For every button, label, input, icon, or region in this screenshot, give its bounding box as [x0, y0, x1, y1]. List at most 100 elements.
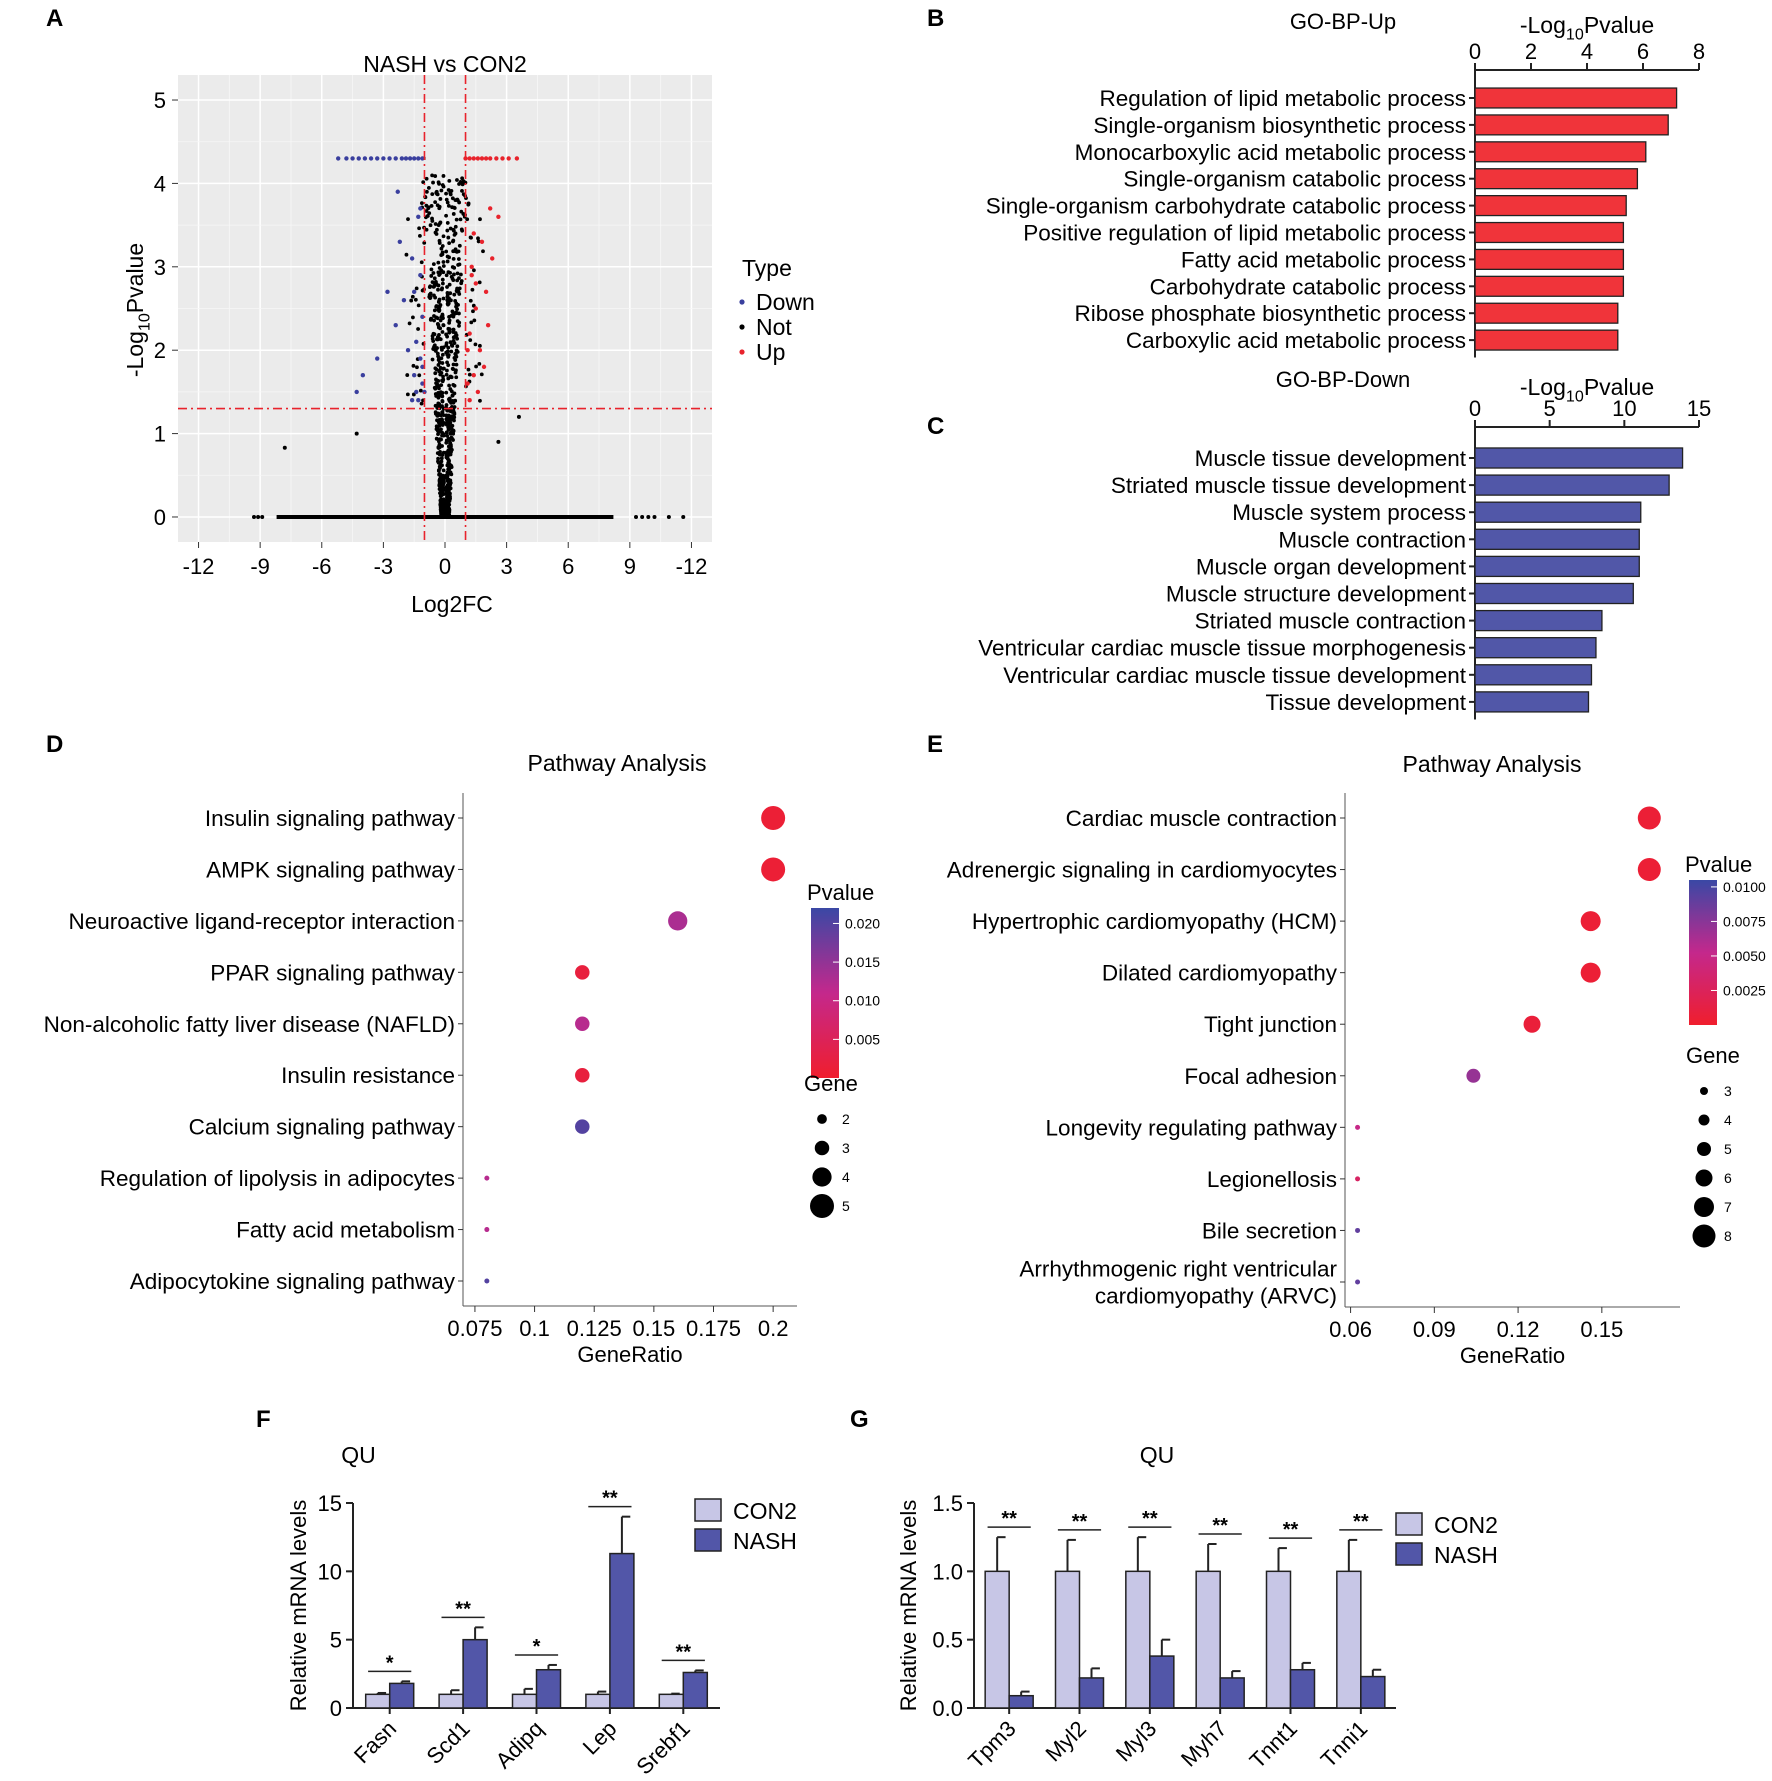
not-point — [433, 349, 438, 353]
not-point-zero — [574, 514, 579, 519]
tick-label-y: 2 — [154, 338, 166, 363]
not-point — [444, 332, 448, 337]
not-point — [418, 233, 422, 238]
bar — [535, 1668, 562, 1709]
not-point — [435, 351, 440, 356]
down-point — [418, 356, 423, 361]
dot — [575, 965, 590, 980]
not-point-zero — [597, 514, 602, 519]
down-point — [375, 356, 380, 361]
not-point — [447, 383, 451, 388]
size-legend-label: 3 — [842, 1140, 850, 1156]
tick-label-x: 2 — [1525, 39, 1537, 64]
not-point — [428, 317, 433, 322]
up-point — [496, 214, 501, 219]
not-point — [424, 209, 429, 213]
not-point — [439, 417, 444, 422]
category-label: Muscle system process — [1232, 500, 1466, 525]
not-point — [440, 277, 445, 282]
not-point — [470, 287, 475, 292]
down-point — [344, 156, 349, 161]
tick-label-x: 0.1 — [519, 1316, 550, 1341]
not-point — [446, 326, 451, 331]
not-point — [441, 468, 446, 473]
bar — [1474, 501, 1642, 523]
legend-marker — [739, 349, 745, 355]
not-point — [424, 176, 429, 181]
not-point — [438, 463, 443, 468]
up-point — [483, 156, 489, 161]
not-point — [432, 385, 437, 390]
significance-mark: ** — [1212, 1515, 1228, 1537]
not-point — [435, 316, 440, 321]
not-point — [434, 367, 439, 372]
bar — [1125, 1570, 1151, 1709]
not-point — [451, 428, 456, 433]
not-point — [435, 335, 440, 340]
x-axis-label-sub: 10 — [1566, 25, 1584, 43]
not-point — [438, 220, 443, 225]
x-axis-label-main: -Log — [1520, 374, 1566, 400]
not-point — [446, 477, 451, 482]
category-label: Fasn — [349, 1716, 401, 1768]
category-label: Single-organism catabolic process — [1123, 167, 1466, 192]
category-label: Carbohydrate catabolic process — [1150, 274, 1466, 299]
not-point — [452, 383, 457, 388]
significance-mark: ** — [602, 1488, 618, 1510]
up-point — [481, 364, 487, 370]
tick-label-x: -9 — [250, 554, 270, 579]
not-point — [434, 227, 439, 232]
tick-label-y: 5 — [330, 1628, 342, 1653]
category-label: Muscle organ development — [1196, 554, 1467, 579]
not-point — [471, 309, 475, 314]
x-axis-label-sub: 10 — [1566, 387, 1584, 405]
not-point — [436, 287, 440, 292]
category-label: Focal adhesion — [1184, 1064, 1337, 1089]
dot — [1580, 962, 1601, 983]
bar — [511, 1693, 538, 1709]
not-point — [449, 436, 454, 441]
tick-label-x: -3 — [374, 554, 394, 579]
down-point — [395, 189, 400, 194]
not-point — [419, 401, 424, 406]
not-point — [405, 392, 410, 397]
not-point — [410, 294, 415, 299]
pathway-dotplot-d: Pathway Analysis 0.075 0.1 0.125 0.15 0.175 0.… — [44, 750, 881, 1367]
dot — [1637, 858, 1661, 882]
tick-label-x: 0.175 — [686, 1316, 741, 1341]
down-point — [354, 389, 359, 395]
category-label: Muscle tissue development — [1195, 446, 1467, 471]
not-point — [440, 378, 444, 383]
not-point — [457, 323, 461, 328]
not-point-zero — [646, 514, 651, 519]
not-point — [417, 373, 422, 378]
not-point — [452, 391, 457, 396]
not-point — [437, 442, 442, 447]
tick-label-x: -12 — [183, 554, 215, 579]
not-point-zero — [531, 514, 536, 519]
not-point-zero — [340, 514, 345, 519]
category-label: cardiomyopathy (ARVC) — [1095, 1284, 1337, 1309]
significance-mark: * — [533, 1636, 541, 1658]
not-point — [458, 217, 463, 222]
bar — [462, 1638, 488, 1709]
category-label: Tight junction — [1204, 1012, 1337, 1037]
not-point — [445, 259, 450, 264]
bar — [1078, 1677, 1105, 1709]
not-point — [446, 499, 450, 504]
not-point — [453, 299, 458, 303]
not-point — [436, 223, 441, 228]
not-point — [444, 341, 449, 346]
not-point — [451, 256, 456, 261]
up-point — [479, 239, 485, 244]
not-point-zero — [652, 514, 657, 519]
size-legend-label: 3 — [1724, 1083, 1732, 1099]
not-point — [466, 367, 471, 372]
not-point — [439, 456, 444, 461]
not-point — [438, 476, 443, 481]
down-point — [362, 156, 368, 161]
category-label: Striated muscle contraction — [1195, 609, 1466, 634]
not-point — [415, 365, 419, 370]
not-point — [427, 211, 432, 216]
significance-mark: ** — [1283, 1519, 1299, 1541]
